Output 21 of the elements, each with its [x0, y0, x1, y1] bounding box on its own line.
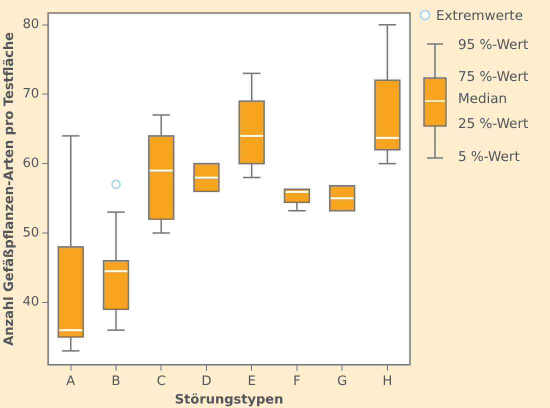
y-tick-label: 70: [22, 86, 40, 102]
x-tick-label: E: [248, 374, 256, 389]
y-tick-label: 60: [22, 156, 40, 171]
text: 25 %-Wert: [458, 116, 528, 132]
x-tick-label: A: [66, 374, 76, 389]
text: 5 %-Wert: [458, 149, 520, 165]
y-tick-label: 40: [22, 294, 40, 310]
x-tick-label: G: [337, 374, 348, 389]
y-tick-label: 80: [22, 17, 40, 32]
x-tick-label: F: [293, 374, 301, 389]
y-axis-title: Anzahl Gefäßpflanzen-Arten pro Testfläche: [2, 32, 18, 346]
legend-label: Extremwerte: [435, 8, 524, 24]
x-tick-label: B: [112, 374, 120, 389]
text: 75 %-Wert: [458, 69, 528, 85]
x-tick-label: D: [201, 374, 212, 389]
text: 95 %-Wert: [458, 37, 528, 53]
x-axis-title: Störungstypen: [174, 392, 284, 408]
text: Median: [458, 91, 508, 107]
x-tick-label: C: [156, 374, 166, 389]
y-tick-label: 50: [22, 225, 40, 240]
x-tick-label: H: [382, 374, 392, 389]
